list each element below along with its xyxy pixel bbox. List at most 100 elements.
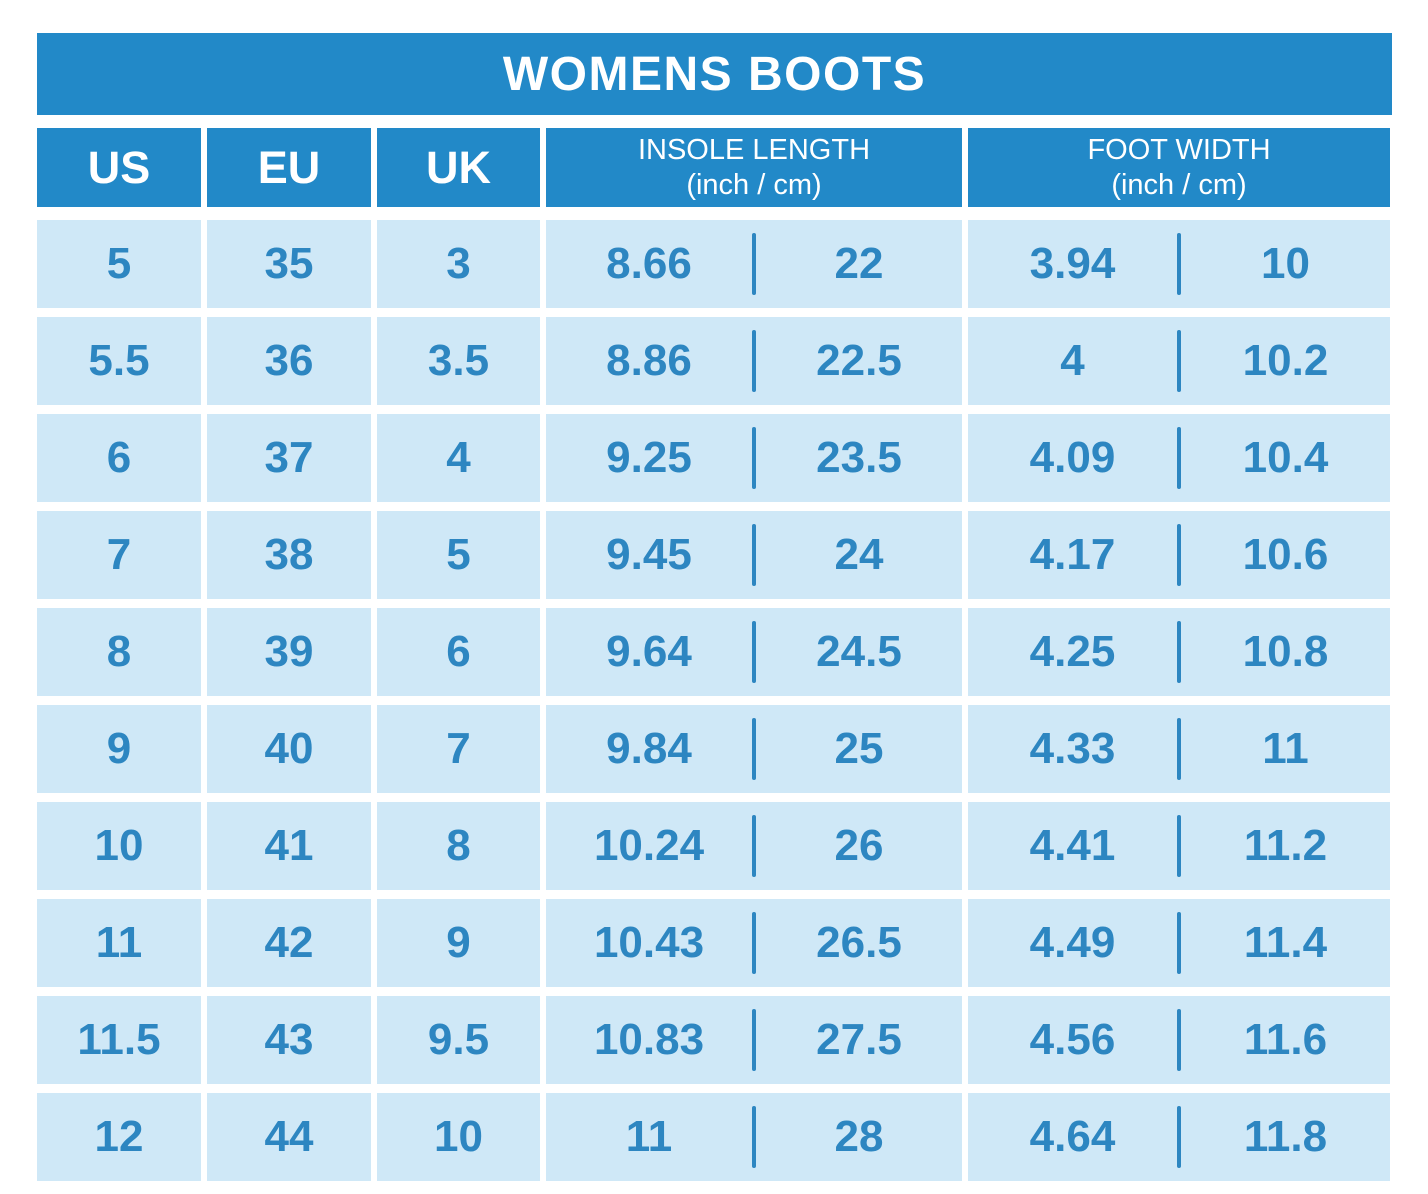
insole-inch-value: 8.66 <box>606 239 692 288</box>
insole-inch-value: 10.43 <box>593 918 705 967</box>
cell-eu-size: 43 <box>207 996 371 1084</box>
cell-insole-length: 11 28 <box>546 1093 962 1181</box>
column-header-uk: UK <box>377 128 540 207</box>
insole-cell-divider <box>752 1106 756 1168</box>
foot-cm-value: 11 <box>1262 724 1309 773</box>
cell-uk-size: 10 <box>377 1093 540 1181</box>
insole-inch-value: 8.86 <box>606 336 692 385</box>
foot-cm-value: 10.2 <box>1242 336 1329 385</box>
cell-uk-size: 6 <box>377 608 540 696</box>
foot-cell-divider <box>1177 1009 1181 1071</box>
cell-uk-size: 9.5 <box>377 996 540 1084</box>
cell-eu-size: 41 <box>207 802 371 890</box>
cell-uk-size: 3 <box>377 220 540 308</box>
insole-inch-value: 9.84 <box>606 724 692 773</box>
foot-inch-value: 4 <box>1060 336 1085 385</box>
foot-cm-value: 11.2 <box>1243 821 1328 870</box>
insole-length-label: INSOLE LENGTH <box>637 133 871 166</box>
cell-eu-size: 36 <box>207 317 371 405</box>
table-body: 5 35 3 8.66 22 3.94 10 5.5 36 3.5 8.86 2… <box>37 220 1392 1181</box>
foot-cm-value: 10 <box>1261 239 1310 288</box>
cell-foot-width: 4.56 11.6 <box>968 996 1390 1084</box>
insole-length-units: (inch / cm) <box>686 168 822 201</box>
insole-inch-value: 9.25 <box>606 433 692 482</box>
cell-eu-size: 40 <box>207 705 371 793</box>
cell-us-size: 7 <box>37 511 201 599</box>
insole-cell-divider <box>752 233 756 295</box>
insole-cell-divider <box>752 621 756 683</box>
cell-us-size: 11 <box>37 899 201 987</box>
foot-inch-value: 4.49 <box>1029 918 1116 967</box>
foot-inch-value: 4.17 <box>1029 530 1116 579</box>
cell-us-size: 5 <box>37 220 201 308</box>
foot-inch-value: 4.09 <box>1029 433 1116 482</box>
foot-cm-value: 10.4 <box>1242 433 1329 482</box>
insole-inch-value: 11 <box>625 1112 673 1161</box>
column-header-foot-width: FOOT WIDTH (inch / cm) <box>968 128 1390 207</box>
column-header-eu: EU <box>207 128 371 207</box>
insole-cm-value: 28 <box>834 1112 884 1161</box>
cell-eu-size: 42 <box>207 899 371 987</box>
insole-cm-value: 25 <box>834 724 884 773</box>
column-header-insole-length: INSOLE LENGTH (inch / cm) <box>546 128 962 207</box>
cell-us-size: 12 <box>37 1093 201 1181</box>
cell-foot-width: 4.41 11.2 <box>968 802 1390 890</box>
insole-inch-value: 9.64 <box>606 627 692 676</box>
foot-cell-divider <box>1177 718 1181 780</box>
cell-eu-size: 38 <box>207 511 371 599</box>
cell-eu-size: 35 <box>207 220 371 308</box>
cell-insole-length: 9.25 23.5 <box>546 414 962 502</box>
cell-uk-size: 3.5 <box>377 317 540 405</box>
foot-cell-divider <box>1177 330 1181 392</box>
cell-foot-width: 4.17 10.6 <box>968 511 1390 599</box>
cell-insole-length: 8.86 22.5 <box>546 317 962 405</box>
foot-width-units: (inch / cm) <box>1111 168 1247 201</box>
foot-cell-divider <box>1177 427 1181 489</box>
womens-boots-size-chart: WOMENS BOOTS US EU UK INSOLE LENGTH (inc… <box>37 33 1392 1181</box>
chart-title-bar: WOMENS BOOTS <box>37 33 1392 115</box>
foot-cm-value: 11.6 <box>1243 1015 1328 1064</box>
insole-cell-divider <box>752 912 756 974</box>
column-header-us: US <box>37 128 201 207</box>
cell-us-size: 8 <box>37 608 201 696</box>
insole-cell-divider <box>752 330 756 392</box>
foot-cell-divider <box>1177 912 1181 974</box>
insole-cell-divider <box>752 718 756 780</box>
foot-cm-value: 11.8 <box>1243 1112 1328 1161</box>
cell-us-size: 9 <box>37 705 201 793</box>
foot-inch-value: 3.94 <box>1029 239 1116 288</box>
cell-insole-length: 10.83 27.5 <box>546 996 962 1084</box>
cell-uk-size: 8 <box>377 802 540 890</box>
foot-inch-value: 4.56 <box>1029 1015 1116 1064</box>
insole-inch-value: 10.24 <box>593 821 705 870</box>
foot-inch-value: 4.33 <box>1029 724 1116 773</box>
cell-insole-length: 8.66 22 <box>546 220 962 308</box>
insole-cm-value: 26.5 <box>816 918 902 967</box>
cell-foot-width: 4.09 10.4 <box>968 414 1390 502</box>
cell-uk-size: 7 <box>377 705 540 793</box>
cell-us-size: 10 <box>37 802 201 890</box>
insole-cm-value: 22 <box>834 239 884 288</box>
foot-width-label: FOOT WIDTH <box>1087 133 1271 166</box>
foot-inch-value: 4.25 <box>1029 627 1116 676</box>
table-header-row: US EU UK INSOLE LENGTH (inch / cm) FOOT … <box>37 128 1392 207</box>
insole-cell-divider <box>752 815 756 877</box>
insole-cm-value: 24 <box>834 530 884 579</box>
foot-cell-divider <box>1177 1106 1181 1168</box>
foot-cm-value: 11.4 <box>1243 918 1328 967</box>
foot-inch-value: 4.64 <box>1029 1112 1116 1161</box>
foot-cell-divider <box>1177 815 1181 877</box>
foot-cell-divider <box>1177 233 1181 295</box>
insole-cell-divider <box>752 524 756 586</box>
cell-us-size: 6 <box>37 414 201 502</box>
cell-foot-width: 4.25 10.8 <box>968 608 1390 696</box>
cell-foot-width: 4.49 11.4 <box>968 899 1390 987</box>
insole-inch-value: 10.83 <box>593 1015 705 1064</box>
cell-foot-width: 4.64 11.8 <box>968 1093 1390 1181</box>
insole-cell-divider <box>752 427 756 489</box>
cell-uk-size: 4 <box>377 414 540 502</box>
insole-cm-value: 24.5 <box>816 627 902 676</box>
cell-foot-width: 3.94 10 <box>968 220 1390 308</box>
cell-uk-size: 9 <box>377 899 540 987</box>
cell-eu-size: 37 <box>207 414 371 502</box>
